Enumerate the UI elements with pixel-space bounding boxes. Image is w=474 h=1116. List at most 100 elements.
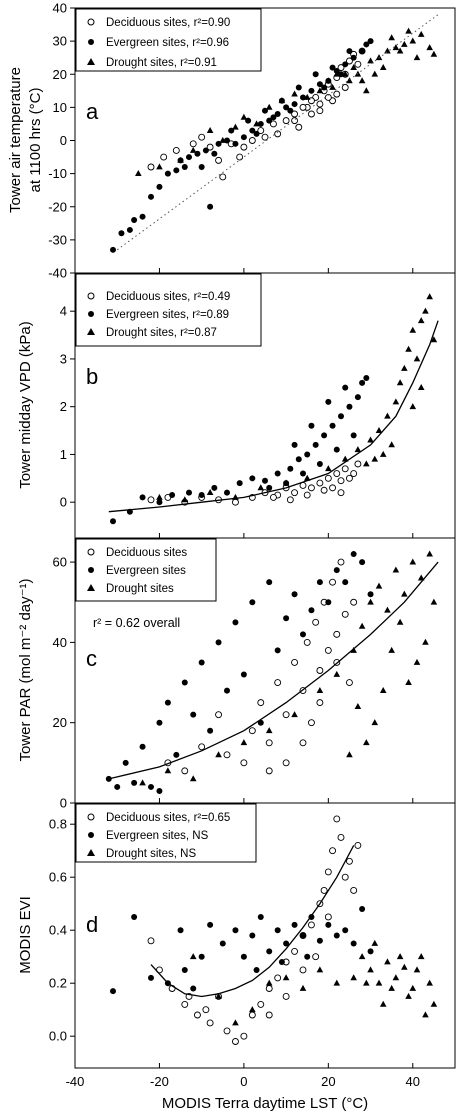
panel-c-point-deciduous-22 bbox=[341, 610, 349, 618]
panel-d-point-drought-14 bbox=[392, 974, 400, 981]
panel-c-point-evergreen-10 bbox=[207, 727, 214, 734]
panel-c-point-drought-18 bbox=[426, 550, 433, 557]
panel-b-point-evergreen-20 bbox=[346, 403, 353, 410]
panel-c-point-evergreen-8 bbox=[190, 711, 197, 718]
panel-c-legend-item-deciduous: Deciduous sites bbox=[87, 547, 187, 559]
panel-b-point-evergreen-4 bbox=[169, 492, 176, 499]
panel-a-ytick-label-6: 20 bbox=[53, 67, 67, 82]
panel-c-point-evergreen-1 bbox=[122, 759, 129, 766]
panel-b-point-drought-1 bbox=[181, 496, 189, 503]
panel-a-point-drought-12 bbox=[303, 93, 311, 100]
panel-b-y-ticks: 0 1 2 3 4 bbox=[60, 304, 414, 538]
panel-b-ytick-label-4: 4 bbox=[60, 304, 67, 319]
panel-b-point-evergreen-30 bbox=[325, 398, 332, 405]
panel-c-ytick-label-3: 60 bbox=[53, 555, 67, 570]
panel-a-point-drought-27 bbox=[430, 50, 438, 57]
panel-c-point-deciduous-1 bbox=[181, 767, 189, 775]
panel-a-point-evergreen-6 bbox=[156, 183, 163, 190]
svg-text:Deciduous sites, r²=0.65: Deciduous sites, r²=0.65 bbox=[106, 812, 230, 824]
panel-b-point-evergreen-29 bbox=[266, 484, 273, 491]
panel-c-point-evergreen-31 bbox=[114, 783, 121, 790]
panel-a-point-evergreen-38 bbox=[295, 84, 302, 91]
panel-d-xlabel: MODIS Terra daytime LST (°C) bbox=[162, 1095, 368, 1112]
svg-text:Deciduous sites: Deciduous sites bbox=[106, 547, 187, 559]
panel-b-point-evergreen-16 bbox=[312, 441, 319, 448]
panel-a-point-evergreen-26 bbox=[308, 87, 315, 94]
panel-d-point-deciduous-31 bbox=[282, 993, 290, 1000]
panel-c-point-deciduous-8 bbox=[265, 739, 273, 747]
panel-a-point-deciduous-12 bbox=[257, 127, 265, 135]
panel-b-legend-item-deciduous: Deciduous sites, r²=0.49 bbox=[87, 291, 230, 303]
panel-a-point-drought-13 bbox=[316, 87, 324, 94]
panel-d-point-deciduous-22 bbox=[333, 815, 341, 823]
panel-a-point-drought-1 bbox=[156, 163, 163, 170]
panel-d-point-deciduous-32 bbox=[265, 1011, 273, 1019]
panel-a-point-deciduous-6 bbox=[215, 156, 223, 164]
panel-d-point-evergreen-16 bbox=[300, 932, 306, 939]
panel-d-legend-item-deciduous: Deciduous sites, r²=0.65 bbox=[87, 812, 230, 824]
panel-a-point-evergreen-14 bbox=[211, 150, 218, 157]
panel-a-point-drought-37 bbox=[329, 83, 336, 90]
panel-d-ylabel: MODIS EVI bbox=[17, 896, 34, 974]
panel-a-point-drought-14 bbox=[325, 77, 332, 84]
panel-d-point-deciduous-8 bbox=[231, 1038, 239, 1045]
panel-c-point-drought-21 bbox=[413, 658, 421, 665]
panel-a-point-deciduous-39 bbox=[291, 117, 299, 125]
panel-d-point-drought-17 bbox=[417, 953, 425, 960]
panel-d-point-evergreen-25 bbox=[177, 927, 184, 934]
panel-b-point-deciduous-15 bbox=[329, 484, 337, 492]
panel-c-point-evergreen-15 bbox=[249, 599, 256, 606]
panel-c-point-evergreen-30 bbox=[131, 779, 138, 786]
panel-b-point-evergreen-19 bbox=[338, 413, 344, 420]
panel-c-point-deciduous-18 bbox=[324, 646, 332, 654]
panel-d-point-drought-3 bbox=[249, 1006, 256, 1013]
panel-d-y-ticks: 0.0 0.2 0.4 0.6 0.8 bbox=[49, 817, 75, 1044]
panel-d-point-evergreen-4 bbox=[181, 966, 188, 973]
panel-a-point-evergreen-37 bbox=[312, 71, 319, 78]
panel-a-point-drought-28 bbox=[413, 54, 421, 61]
panel-b-point-drought-28 bbox=[430, 336, 438, 343]
panel-c-point-drought-2 bbox=[189, 775, 197, 782]
panel-b-point-drought-7 bbox=[325, 465, 332, 472]
panel-a-point-evergreen-35 bbox=[346, 48, 353, 55]
panel-a-legend: Deciduous sites, r²=0.90 Evergreen sites… bbox=[75, 8, 262, 72]
panel-a-point-evergreen-8 bbox=[173, 167, 180, 174]
panel-b-vpd: 0 1 2 3 4 Tower midday VPD (kPa) b Deciduous… bbox=[17, 272, 456, 539]
panel-d-point-evergreen-9 bbox=[240, 953, 247, 960]
panel-c-point-deciduous-10 bbox=[282, 711, 290, 719]
panel-c-point-evergreen-32 bbox=[156, 787, 163, 794]
panel-d-points bbox=[110, 815, 438, 1045]
panel-a-point-drought-31 bbox=[363, 87, 370, 94]
panel-c-point-deciduous-28 bbox=[316, 699, 324, 707]
panel-b-point-deciduous-10 bbox=[291, 489, 299, 497]
panel-c-point-deciduous-7 bbox=[257, 699, 265, 707]
panel-d-point-evergreen-18 bbox=[316, 937, 323, 944]
panel-a-point-evergreen-45 bbox=[253, 130, 260, 137]
panel-a-point-drought-2 bbox=[177, 156, 184, 163]
panel-c-point-drought-13 bbox=[384, 606, 391, 613]
panel-d-point-evergreen-1 bbox=[131, 913, 138, 920]
panel-c-point-drought-5 bbox=[265, 727, 273, 734]
panel-c-point-deciduous-14 bbox=[307, 719, 315, 727]
panel-d-point-deciduous-13 bbox=[274, 974, 282, 982]
panel-d-point-evergreen-19 bbox=[325, 921, 332, 928]
panel-d-point-evergreen-13 bbox=[274, 927, 281, 934]
panel-c-point-evergreen-11 bbox=[215, 639, 222, 646]
panel-c-point-drought-10 bbox=[358, 622, 366, 629]
panel-a-point-deciduous-16 bbox=[282, 117, 290, 125]
panel-a-point-drought-6 bbox=[232, 123, 239, 130]
panel-b-legend-item-evergreen: Evergreen sites, r²=0.89 bbox=[88, 309, 229, 321]
panel-a-point-evergreen-13 bbox=[207, 203, 214, 210]
panel-d-point-drought-0 bbox=[189, 953, 197, 960]
panel-b-point-drought-17 bbox=[409, 326, 417, 333]
panel-a-point-evergreen-12 bbox=[202, 147, 209, 154]
panel-c-legend: Deciduous sites Evergreen sites Drought … bbox=[75, 538, 217, 602]
panel-b-point-evergreen-23 bbox=[363, 375, 370, 382]
panel-d-frame bbox=[74, 802, 456, 1069]
panel-a-ytick-label-1: -30 bbox=[48, 232, 67, 247]
panel-b-point-drought-11 bbox=[375, 426, 383, 433]
panel-d-point-deciduous-4 bbox=[193, 1011, 201, 1019]
panel-c-point-evergreen-27 bbox=[350, 551, 357, 558]
panel-d-point-evergreen-21 bbox=[342, 927, 349, 934]
panel-a-point-drought-17 bbox=[350, 64, 357, 71]
